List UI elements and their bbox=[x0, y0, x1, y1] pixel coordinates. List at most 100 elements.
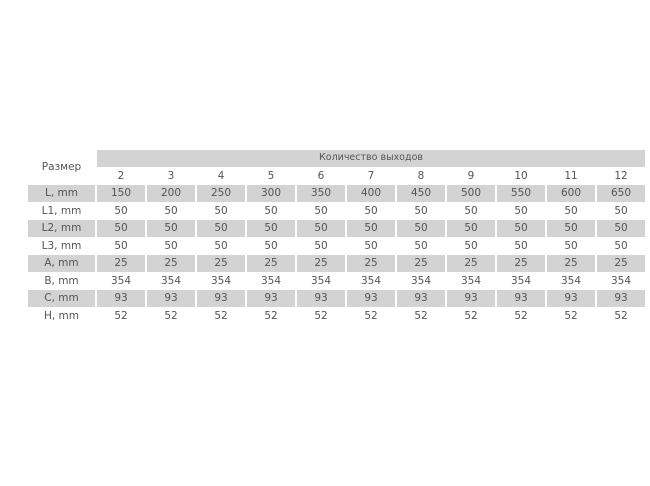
row-label: C, mm bbox=[28, 290, 95, 307]
table-cell: 50 bbox=[547, 220, 595, 237]
row-label: L2, mm bbox=[28, 220, 95, 237]
table-cell: 52 bbox=[564, 309, 578, 322]
table-cell: 150 bbox=[97, 185, 145, 202]
row-label: L1, mm bbox=[41, 204, 82, 217]
table-cell: 600 bbox=[547, 185, 595, 202]
table-cell: 52 bbox=[614, 309, 628, 322]
table-cell: 50 bbox=[597, 220, 645, 237]
table-cell: 50 bbox=[114, 204, 128, 217]
table-cell: 52 bbox=[114, 309, 128, 322]
table-row: L, mm 150 200 250 300 350 400 450 500 550 600 650 bbox=[28, 185, 645, 202]
table-cell: 50 bbox=[264, 239, 278, 252]
table-row: H, mm 52 52 52 52 52 52 52 52 52 52 52 bbox=[28, 308, 645, 325]
table-cell: 93 bbox=[97, 290, 145, 307]
table-cell: 52 bbox=[214, 309, 228, 322]
table-cell: 93 bbox=[497, 290, 545, 307]
table-cell: 50 bbox=[464, 239, 478, 252]
column-header: 11 bbox=[564, 169, 578, 182]
table-cell: 93 bbox=[147, 290, 195, 307]
column-header: 3 bbox=[167, 169, 175, 182]
table-cell: 50 bbox=[264, 204, 278, 217]
table-cell: 50 bbox=[414, 204, 428, 217]
table-cell: 52 bbox=[314, 309, 328, 322]
column-header: 4 bbox=[217, 169, 225, 182]
table-cell: 450 bbox=[397, 185, 445, 202]
table-cell: 52 bbox=[264, 309, 278, 322]
table-row: B, mm 354 354 354 354 354 354 354 354 354 354 354 bbox=[28, 273, 645, 290]
row-label: L3, mm bbox=[41, 239, 82, 252]
table-cell: 50 bbox=[314, 239, 328, 252]
table-cell: 50 bbox=[214, 204, 228, 217]
table-cell: 354 bbox=[510, 274, 532, 287]
row-label: L, mm bbox=[28, 185, 95, 202]
table-cell: 400 bbox=[347, 185, 395, 202]
table-cell: 300 bbox=[247, 185, 295, 202]
dimensions-table: Размер Количество выходов 2 3 4 5 6 7 8 9 10 11 12… bbox=[26, 149, 647, 325]
table-cell: 354 bbox=[360, 274, 382, 287]
table-cell: 50 bbox=[114, 239, 128, 252]
table-cell: 350 bbox=[297, 185, 345, 202]
table-cell: 25 bbox=[197, 255, 245, 272]
table-cell: 25 bbox=[397, 255, 445, 272]
table-cell: 93 bbox=[447, 290, 495, 307]
table-cell: 52 bbox=[164, 309, 178, 322]
table-cell: 50 bbox=[197, 220, 245, 237]
table-cell: 354 bbox=[410, 274, 432, 287]
table-cell: 354 bbox=[560, 274, 582, 287]
table-row: L2, mm 50 50 50 50 50 50 50 50 50 50 50 bbox=[28, 220, 645, 237]
column-header: 9 bbox=[467, 169, 475, 182]
table-cell: 50 bbox=[164, 204, 178, 217]
size-header: Размер bbox=[41, 160, 82, 173]
table-cell: 50 bbox=[364, 204, 378, 217]
table-row: A, mm 25 25 25 25 25 25 25 25 25 25 25 bbox=[28, 255, 645, 272]
table-cell: 50 bbox=[464, 204, 478, 217]
column-header: 12 bbox=[614, 169, 628, 182]
table-cell: 93 bbox=[247, 290, 295, 307]
table-cell: 52 bbox=[414, 309, 428, 322]
table-cell: 354 bbox=[310, 274, 332, 287]
table-cell: 50 bbox=[447, 220, 495, 237]
table-cell: 354 bbox=[110, 274, 132, 287]
row-label: A, mm bbox=[28, 255, 95, 272]
table-cell: 25 bbox=[347, 255, 395, 272]
column-header: 2 bbox=[117, 169, 125, 182]
table-cell: 250 bbox=[197, 185, 245, 202]
table-cell: 50 bbox=[297, 220, 345, 237]
table-cell: 354 bbox=[460, 274, 482, 287]
column-header: 10 bbox=[514, 169, 528, 182]
table-cell: 500 bbox=[447, 185, 495, 202]
table-cell: 50 bbox=[214, 239, 228, 252]
table-cell: 200 bbox=[147, 185, 195, 202]
table-cell: 52 bbox=[464, 309, 478, 322]
table-cell: 93 bbox=[597, 290, 645, 307]
table-cell: 93 bbox=[547, 290, 595, 307]
table-cell: 50 bbox=[514, 239, 528, 252]
table-cell: 354 bbox=[610, 274, 632, 287]
table-cell: 50 bbox=[397, 220, 445, 237]
table-cell: 50 bbox=[247, 220, 295, 237]
outlets-header: Количество выходов bbox=[97, 150, 645, 167]
table-cell: 50 bbox=[614, 239, 628, 252]
table-row: L3, mm 50 50 50 50 50 50 50 50 50 50 50 bbox=[28, 238, 645, 255]
table-cell: 50 bbox=[514, 204, 528, 217]
table-cell: 354 bbox=[160, 274, 182, 287]
table-cell: 25 bbox=[297, 255, 345, 272]
table-cell: 354 bbox=[260, 274, 282, 287]
table-cell: 52 bbox=[514, 309, 528, 322]
table-cell: 50 bbox=[147, 220, 195, 237]
table-cell: 93 bbox=[197, 290, 245, 307]
row-label: B, mm bbox=[44, 274, 79, 287]
column-header: 6 bbox=[317, 169, 325, 182]
column-header: 7 bbox=[367, 169, 375, 182]
table-cell: 50 bbox=[364, 239, 378, 252]
table-cell: 50 bbox=[414, 239, 428, 252]
table-cell: 50 bbox=[564, 204, 578, 217]
table-cell: 550 bbox=[497, 185, 545, 202]
table-cell: 93 bbox=[397, 290, 445, 307]
column-header: 5 bbox=[267, 169, 275, 182]
table-cell: 25 bbox=[547, 255, 595, 272]
table-cell: 50 bbox=[164, 239, 178, 252]
header-row: Размер Количество выходов bbox=[28, 150, 645, 173]
table-cell: 25 bbox=[597, 255, 645, 272]
table-cell: 25 bbox=[97, 255, 145, 272]
